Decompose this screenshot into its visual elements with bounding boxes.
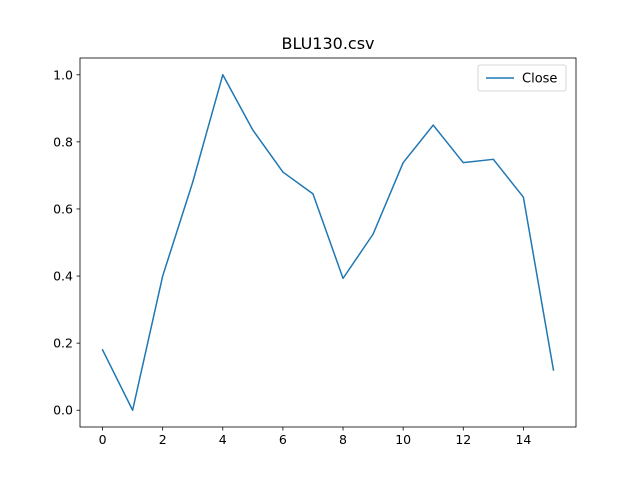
x-tick-label: 0 <box>99 432 107 447</box>
legend-label: Close <box>522 72 557 87</box>
axes-spines <box>79 57 577 428</box>
x-tick-label: 6 <box>279 432 287 447</box>
series-layer <box>101 74 555 411</box>
y-tick-label: 0.2 <box>53 336 73 351</box>
legend: Close <box>477 64 567 92</box>
y-tick-label: 0.4 <box>53 269 73 284</box>
plot-area <box>80 58 576 427</box>
series-line-close <box>101 74 555 411</box>
legend-box <box>477 64 567 92</box>
y-tick-label: 0.8 <box>53 134 73 149</box>
x-tick-label: 10 <box>395 432 411 447</box>
x-tick-label: 12 <box>455 432 471 447</box>
axis-frame <box>79 57 577 428</box>
y-tick-label: 0.6 <box>53 201 73 216</box>
x-tick-label: 8 <box>339 432 347 447</box>
y-tick-label: 0.0 <box>53 403 73 418</box>
x-axis: 0 2 4 6 8 10 12 14 <box>99 427 531 447</box>
x-tick-label: 2 <box>159 432 167 447</box>
y-tick-label: 1.0 <box>53 67 73 82</box>
y-axis: 0.0 0.2 0.4 0.6 0.8 1.0 <box>53 67 80 418</box>
x-tick-label: 4 <box>219 432 227 447</box>
x-tick-label: 14 <box>515 432 531 447</box>
chart-title: BLU130.csv <box>281 34 374 53</box>
plot-background <box>80 58 576 427</box>
